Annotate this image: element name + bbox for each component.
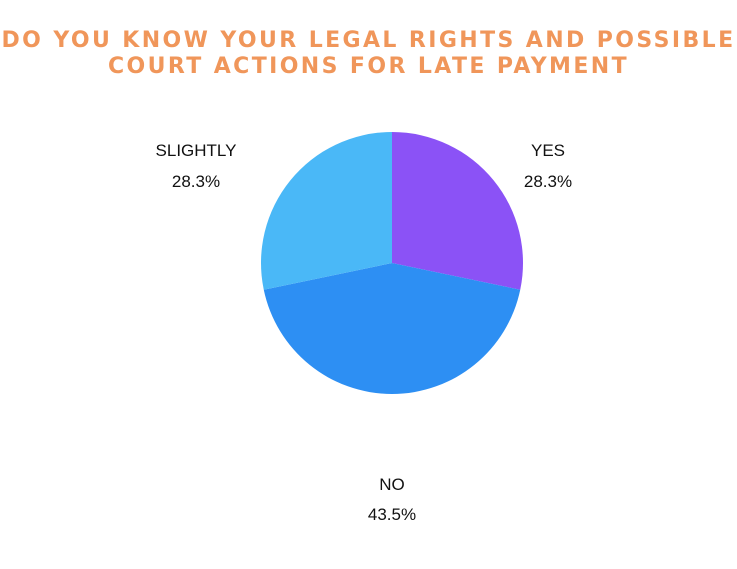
pie-slice-slightly	[261, 132, 392, 290]
slice-value-yes: 28.3%	[524, 172, 572, 191]
pie-slice-yes	[392, 132, 523, 290]
slice-label-no: NO	[379, 475, 405, 494]
slice-value-no: 43.5%	[368, 505, 416, 524]
slice-value-slightly: 28.3%	[172, 172, 220, 191]
slice-label-slightly: SLIGHTLY	[156, 141, 237, 160]
slice-label-yes: YES	[531, 141, 565, 160]
chart-title-line-1: DO YOU KNOW YOUR LEGAL RIGHTS AND POSSIB…	[1, 28, 736, 53]
chart-title: DO YOU KNOW YOUR LEGAL RIGHTS AND POSSIB…	[0, 28, 737, 80]
pie-slice-no	[263, 263, 521, 394]
chart-title-line-2: COURT ACTIONS FOR LATE PAYMENT	[108, 54, 629, 79]
